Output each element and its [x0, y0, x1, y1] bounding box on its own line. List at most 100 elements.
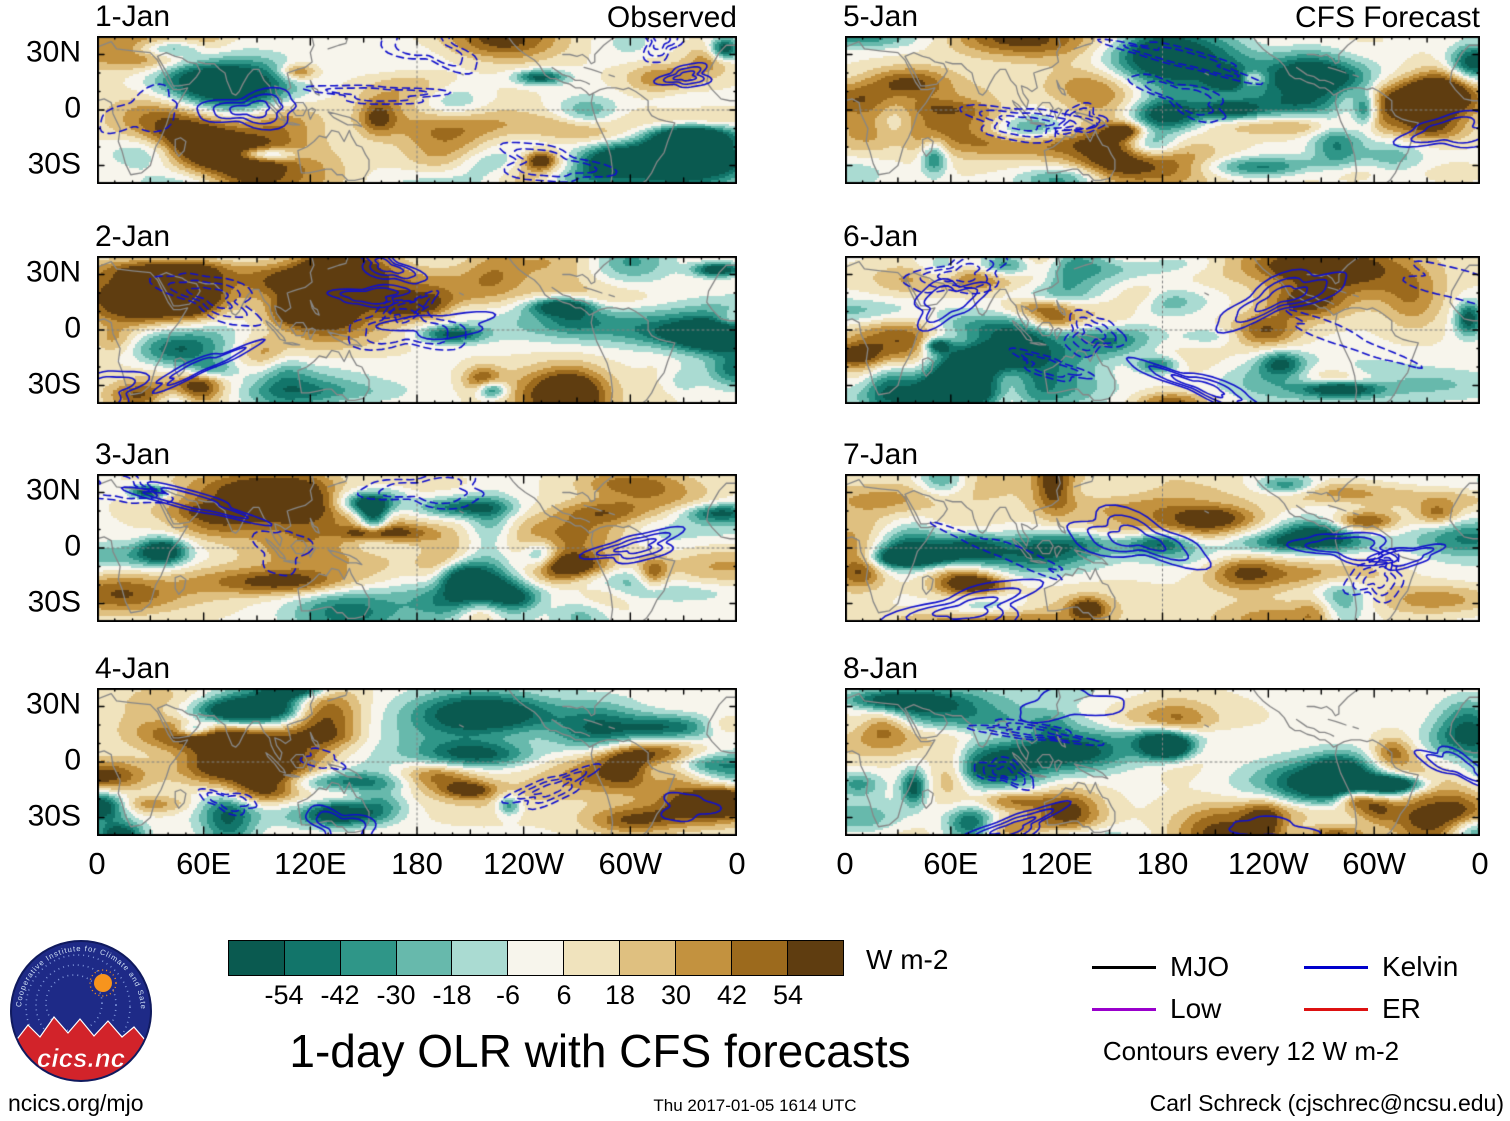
lon-label: 60W: [1342, 846, 1407, 881]
colorbar-tick-label: -30: [376, 980, 416, 1010]
footer-timestamp: Thu 2017-01-05 1614 UTC: [653, 1096, 857, 1115]
legend-label-er: ER: [1382, 993, 1421, 1024]
legend-item-kelvin: Kelvin: [1304, 951, 1459, 982]
colorbar-tick-label: -6: [495, 980, 521, 1010]
kelvin-line-sample: [1304, 965, 1368, 969]
panel-date-label: 6-Jan: [843, 220, 919, 253]
lon-label: 60W: [598, 846, 663, 881]
footer-url: ncics.org/mjo: [8, 1090, 144, 1116]
legend-label-low: Low: [1170, 993, 1222, 1024]
panel-date-label: 7-Jan: [843, 438, 919, 471]
colorbar-cell-5: [507, 940, 565, 976]
x-axis-labels-right: 0 60E 120E 180 120W 60W 0: [836, 846, 1488, 884]
logo-sun-ring-icon: [89, 969, 117, 997]
panel-date-label: 3-Jan: [95, 438, 171, 471]
panel-2jan: 2-Jan 30N 0 30S: [26, 220, 737, 404]
lon-label: 180: [391, 846, 443, 881]
colorbar-tick-label: 54: [772, 980, 804, 1010]
mjo-line-sample: [1092, 965, 1156, 969]
cics-nc-logo-svg: cics.nc Cooperative Institute for Climat…: [3, 932, 152, 1082]
lat-label-eq: 0: [64, 529, 81, 563]
colorbar-cell-8: [674, 940, 733, 976]
panel-4jan: 4-Jan 30N 0 30S: [26, 652, 737, 836]
lat-label-30n: 30N: [25, 255, 81, 289]
olr-map-5jan: [845, 36, 1480, 184]
logo-mountains-icon: [12, 1016, 150, 1080]
olr-map-8jan: [845, 688, 1480, 836]
figure-title: 1-day OLR with CFS forecasts: [289, 1025, 911, 1077]
panel-5jan: 5-Jan: [843, 0, 1480, 184]
er-line-sample: [1304, 1007, 1368, 1011]
lon-label: 180: [1136, 846, 1189, 881]
logo-swirl-icon: [35, 964, 117, 1046]
lat-label-eq: 0: [64, 311, 81, 345]
legend-items: MJO Kelvin Low ER: [1086, 951, 1486, 1032]
colorbar-tick-label: 18: [604, 980, 636, 1010]
lat-label-30s: 30S: [27, 367, 81, 401]
panel-date-label: 4-Jan: [95, 652, 171, 685]
colorbar-cell-1: [283, 940, 342, 976]
olr-map-6jan: [845, 256, 1480, 404]
panel-date-label: 5-Jan: [843, 0, 919, 33]
lon-label: 120W: [1227, 846, 1309, 881]
panel-1jan: 1-Jan 30N 0 30S: [26, 0, 737, 184]
panel-6jan: 6-Jan: [843, 220, 1480, 404]
colorbar-cell-3: [395, 940, 453, 976]
colorbar: [228, 940, 844, 976]
lon-label: 0: [728, 846, 746, 881]
olr-map-7jan: [845, 474, 1480, 622]
colorbar-tick-label: 42: [716, 980, 748, 1010]
olr-map-2jan: [97, 256, 737, 404]
colorbar-cell-9: [730, 940, 789, 976]
footer-author: Carl Schreck (cjschrec@ncsu.edu): [1149, 1090, 1504, 1116]
panel-date-label: 1-Jan: [95, 0, 171, 33]
lat-label-30n: 30N: [25, 687, 81, 721]
lon-label: 0: [88, 846, 106, 881]
lon-label: 120E: [274, 846, 347, 881]
colorbar-cell-0: [228, 940, 286, 976]
lon-label: 0: [836, 846, 854, 881]
legend-note: Contours every 12 W m-2: [1102, 1036, 1400, 1066]
column-header-observed: Observed: [606, 1, 737, 34]
colorbar-cell-2: [339, 940, 398, 976]
logo-swirl-icon: [45, 974, 103, 1032]
panel-3jan: 3-Jan 30N 0 30S: [26, 438, 737, 622]
legend-label-mjo: MJO: [1170, 951, 1230, 982]
colorbar-units-label: W m-2: [866, 944, 949, 975]
lon-label: 60E: [923, 846, 979, 881]
logo-swirl-icon: [25, 954, 131, 1060]
panel-date-label: 2-Jan: [95, 220, 171, 253]
lon-label: 120W: [483, 846, 565, 881]
lon-label: 120E: [1020, 846, 1093, 881]
colorbar-cell-6: [563, 940, 621, 976]
lon-label: 0: [1471, 846, 1489, 881]
colorbar-tick-label: -18: [432, 980, 472, 1010]
colorbar-tick-labels: -54 -42 -30 -18 -6 6 18 30 42 54: [228, 980, 844, 1010]
colorbar-cell-7: [619, 940, 677, 976]
colorbar-cell-4: [451, 940, 509, 976]
cics-nc-logo: cics.nc Cooperative Institute for Climat…: [3, 932, 156, 1095]
lat-label-30s: 30S: [27, 147, 81, 181]
legend-item-er: ER: [1304, 993, 1421, 1024]
olr-map-4jan: [97, 688, 737, 836]
legend-label-kelvin: Kelvin: [1382, 951, 1459, 982]
x-axis-labels-left: 0 60E 120E 180 120W 60W 0: [88, 846, 745, 884]
lat-label-30n: 30N: [25, 473, 81, 507]
legend-item-mjo: MJO: [1092, 951, 1230, 982]
legend-item-low: Low: [1092, 993, 1222, 1024]
lat-label-30s: 30S: [27, 585, 81, 619]
logo-text: cics.nc: [37, 1043, 126, 1073]
colorbar-tick-label: -42: [320, 980, 360, 1010]
column-header-cfs-forecast: CFS Forecast: [1294, 1, 1480, 34]
lat-label-eq: 0: [64, 743, 81, 777]
logo-sun-icon: [94, 974, 112, 992]
olr-map-1jan: [97, 36, 737, 184]
panel-date-label: 8-Jan: [843, 652, 919, 685]
panel-8jan: 8-Jan: [843, 652, 1480, 836]
colorbar-cell-10: [786, 940, 844, 976]
lat-label-30s: 30S: [27, 799, 81, 833]
lat-label-30n: 30N: [25, 35, 81, 69]
panel-7jan: 7-Jan: [843, 438, 1480, 622]
olr-map-3jan: [97, 474, 737, 622]
